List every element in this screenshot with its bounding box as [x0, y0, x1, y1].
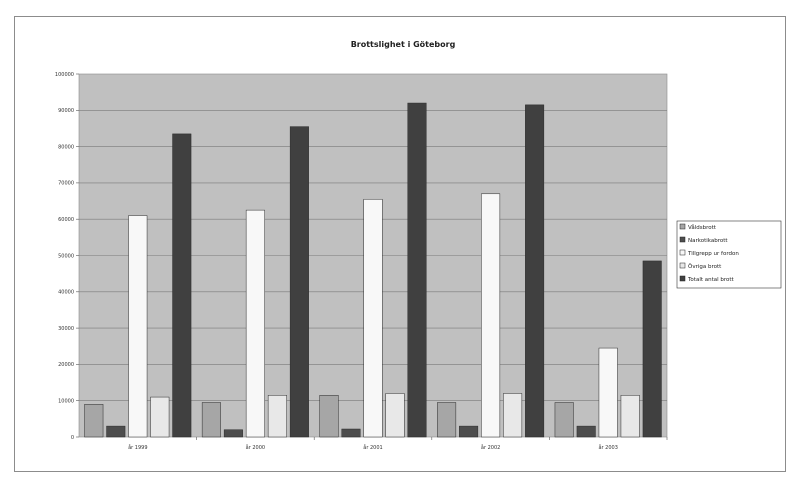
y-tick-label: 80000: [58, 144, 74, 150]
y-tick-label: 90000: [58, 108, 74, 114]
bar: [363, 198, 383, 438]
legend-label: Våldsbrott: [688, 224, 717, 231]
x-category-label: år 2001: [363, 444, 382, 451]
legend-label: Totalt antal brott: [687, 277, 735, 283]
chart-title: Brottslighet i Göteborg: [351, 40, 456, 49]
y-axis-ticks: 0 10000 20000 30000 40000 50000 60000 70000 8000…: [55, 72, 79, 441]
bar: [201, 402, 221, 438]
bar: [576, 425, 596, 438]
bar: [150, 396, 170, 438]
bar: [172, 133, 192, 438]
bar: [385, 393, 405, 438]
y-tick-label: 40000: [58, 290, 74, 296]
legend-label: Tillgrepp ur fordon: [687, 251, 739, 257]
bar: [437, 402, 457, 438]
bar: [245, 209, 265, 438]
bars: [84, 102, 662, 438]
bar: [481, 193, 501, 438]
legend-swatch: [679, 249, 686, 256]
bar: [554, 402, 574, 438]
bar-chart: Brottslighet i Göteborg 0 10000 20000 30000…: [55, 40, 782, 451]
bar: [642, 260, 662, 438]
bar: [289, 126, 309, 438]
bar: [503, 393, 523, 438]
bar: [459, 425, 479, 438]
bar: [525, 104, 545, 438]
bar: [267, 395, 287, 438]
legend-label: Narkotikabrott: [688, 238, 728, 244]
y-tick-label: 20000: [58, 362, 74, 368]
y-tick-label: 50000: [58, 253, 74, 259]
y-tick-label: 30000: [58, 326, 74, 332]
x-category-label: år 1999: [128, 444, 147, 451]
bar: [341, 428, 361, 438]
legend-swatch: [679, 262, 686, 269]
bar: [407, 102, 427, 438]
bar: [106, 425, 126, 438]
legend-swatch: [679, 236, 686, 243]
chart-frame: Brottslighet i Göteborg 0 10000 20000 30000…: [14, 16, 786, 472]
bar: [84, 404, 104, 438]
legend-swatch: [679, 275, 686, 282]
legend-label: Övriga brott: [688, 263, 722, 270]
y-tick-label: 70000: [58, 181, 74, 187]
legend-box: [676, 220, 782, 289]
bar: [598, 347, 618, 438]
bar: [620, 395, 640, 438]
legend-swatch: [679, 223, 686, 230]
x-category-label: år 2002: [481, 444, 500, 451]
y-tick-label: 10000: [58, 399, 74, 405]
x-axis-labels: år 1999 år 2000 år 2001 år 2002 år 2003: [128, 437, 668, 451]
x-category-label: år 2003: [598, 444, 617, 451]
bar: [223, 429, 243, 438]
y-tick-label: 60000: [58, 217, 74, 223]
bar: [319, 395, 339, 438]
y-tick-label: 0: [71, 435, 74, 441]
legend: Våldsbrott Narkotikabrott Tillgrepp ur for…: [676, 220, 782, 289]
y-tick-label: 100000: [55, 72, 74, 78]
bar: [128, 215, 148, 438]
x-category-label: år 2000: [246, 444, 265, 451]
